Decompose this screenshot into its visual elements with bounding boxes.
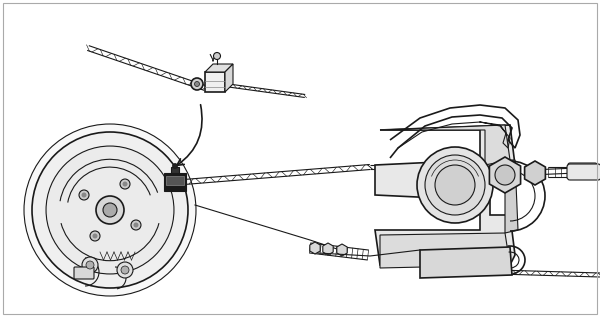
Bar [171,167,179,173]
Circle shape [121,266,129,274]
Circle shape [117,262,133,278]
Circle shape [82,192,86,197]
Circle shape [90,231,100,241]
Circle shape [495,165,515,185]
Polygon shape [205,64,233,72]
Circle shape [24,124,196,296]
Circle shape [133,223,139,228]
FancyBboxPatch shape [567,164,600,180]
Circle shape [131,220,141,230]
Bar [166,176,184,185]
Polygon shape [420,247,512,278]
Polygon shape [380,233,510,268]
Circle shape [103,203,117,217]
FancyBboxPatch shape [74,267,94,279]
Circle shape [96,196,124,224]
Circle shape [194,81,199,87]
Polygon shape [505,160,518,233]
Circle shape [122,182,128,186]
Circle shape [46,146,174,274]
Circle shape [82,257,98,273]
Polygon shape [225,64,233,92]
Circle shape [425,155,485,215]
Polygon shape [375,125,515,265]
Circle shape [417,147,493,223]
FancyBboxPatch shape [568,163,597,177]
Bar [164,173,186,191]
Circle shape [79,190,89,200]
Circle shape [191,78,203,90]
Circle shape [435,165,475,205]
Circle shape [173,164,178,169]
Circle shape [214,53,221,60]
Circle shape [32,132,188,288]
Circle shape [92,234,97,238]
Bar [205,72,225,92]
Circle shape [120,179,130,189]
Polygon shape [380,125,510,165]
Circle shape [86,261,94,269]
